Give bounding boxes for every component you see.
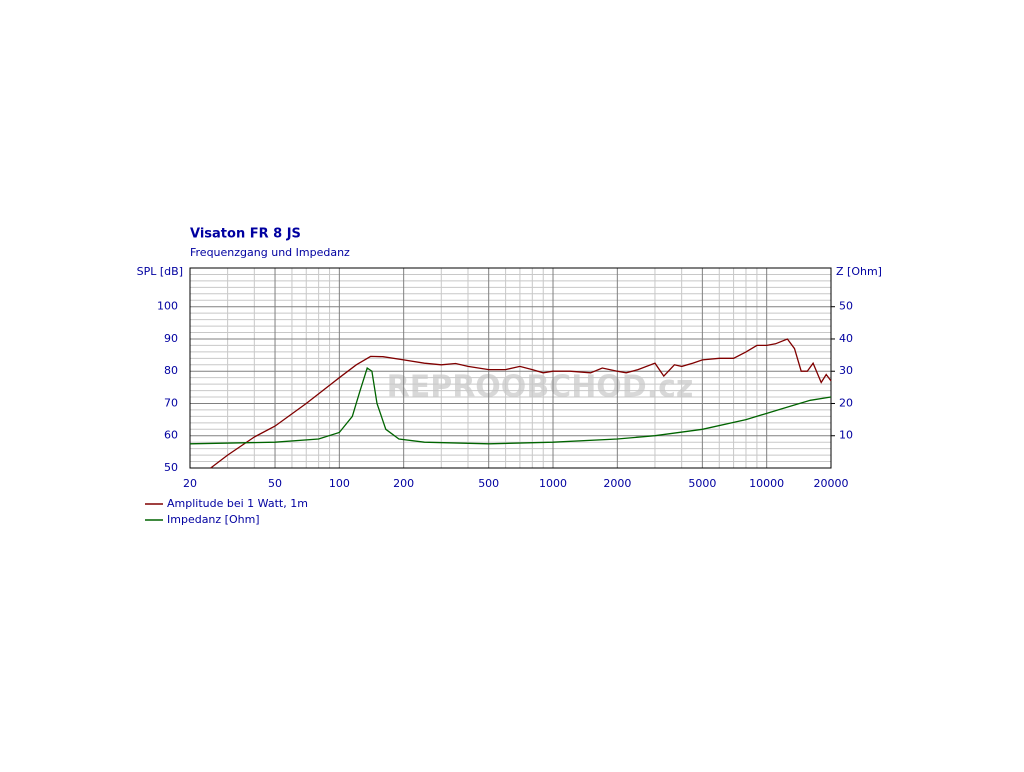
legend-label: Impedanz [Ohm] — [167, 513, 260, 526]
y2-axis-label: Z [Ohm] — [836, 265, 882, 278]
y-axis-label: SPL [dB] — [137, 265, 183, 278]
x-tick-label: 500 — [478, 477, 499, 490]
x-tick-label: 1000 — [539, 477, 567, 490]
x-tick-label: 20 — [183, 477, 197, 490]
y2-tick-label: 50 — [839, 300, 853, 313]
y-tick-label: 60 — [164, 429, 178, 442]
y-tick-label: 90 — [164, 332, 178, 345]
y-tick-label: 80 — [164, 364, 178, 377]
x-tick-label: 100 — [329, 477, 350, 490]
x-tick-label: 5000 — [688, 477, 716, 490]
chart-subtitle: Frequenzgang und Impedanz — [190, 246, 350, 259]
y2-tick-label: 40 — [839, 332, 853, 345]
x-tick-label: 50 — [268, 477, 282, 490]
y-tick-label: 100 — [157, 300, 178, 313]
chart-title: Visaton FR 8 JS — [190, 227, 301, 242]
y-tick-label: 70 — [164, 396, 178, 409]
x-tick-label: 10000 — [749, 477, 784, 490]
legend-label: Amplitude bei 1 Watt, 1m — [167, 497, 308, 510]
data-line — [210, 338, 832, 469]
y2-tick-label: 20 — [839, 396, 853, 409]
watermark: REPROOBCHOD.cz — [387, 370, 694, 405]
x-tick-label: 20000 — [814, 477, 849, 490]
y2-tick-label: 30 — [839, 364, 853, 377]
y-tick-label: 50 — [164, 461, 178, 474]
data-line — [189, 366, 832, 445]
y2-tick-label: 10 — [839, 429, 853, 442]
x-tick-label: 200 — [393, 477, 414, 490]
plot-frame — [189, 267, 832, 469]
x-tick-label: 2000 — [603, 477, 631, 490]
